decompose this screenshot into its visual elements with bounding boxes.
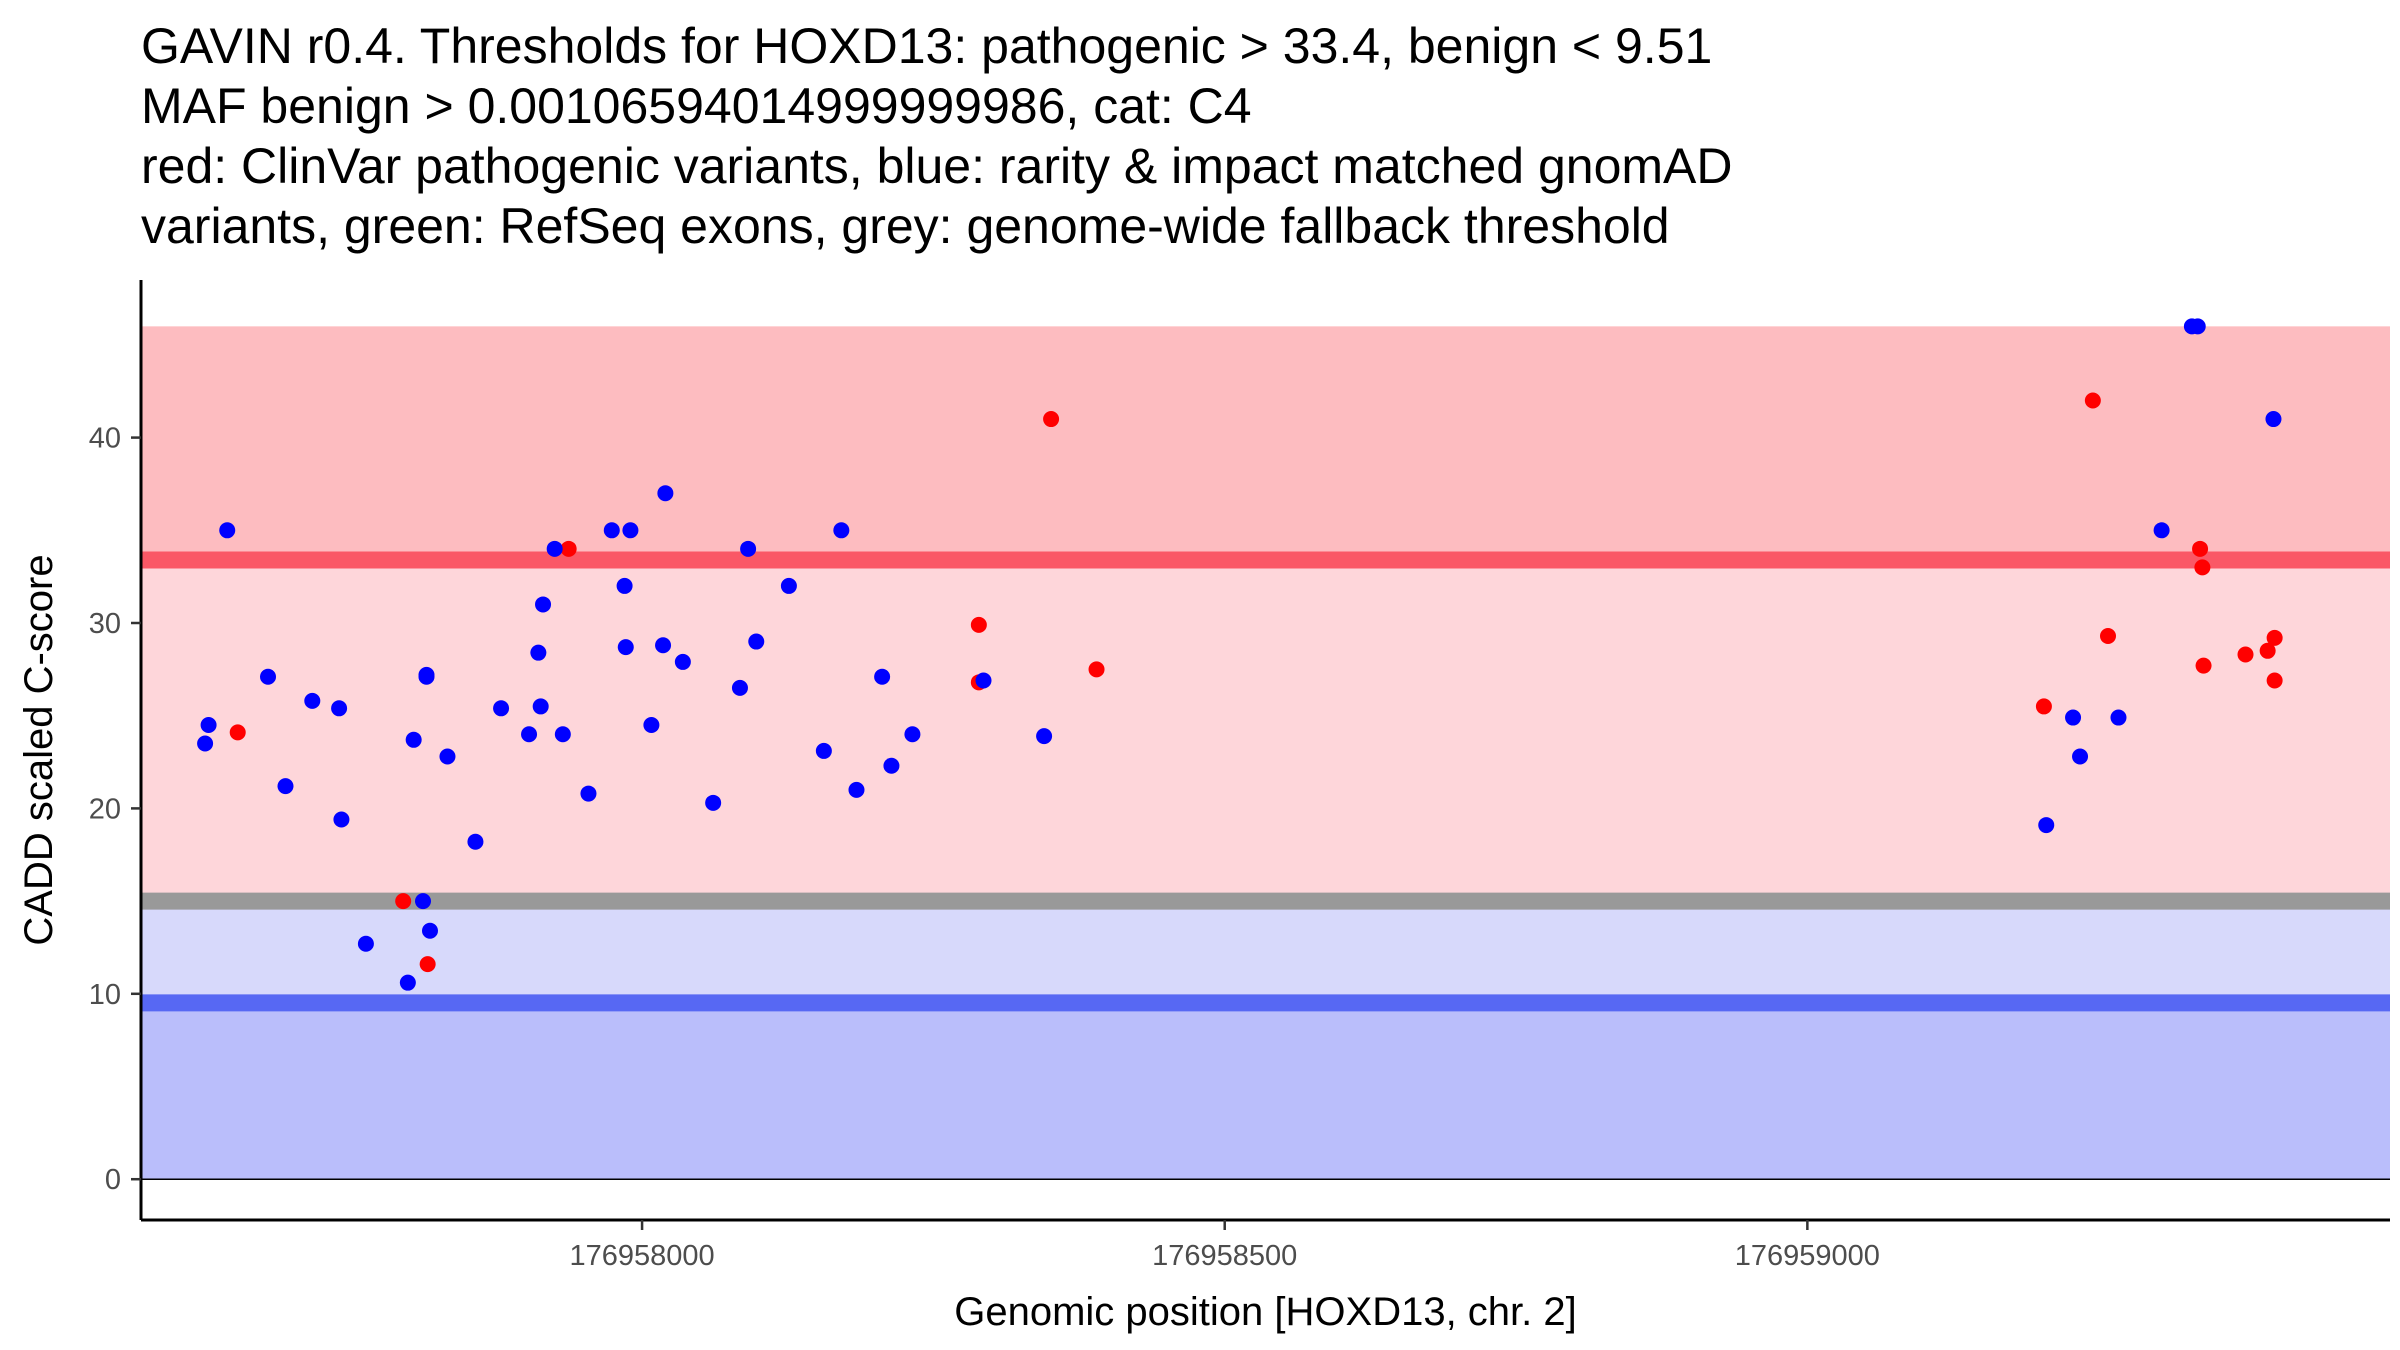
gnomad-point — [622, 522, 639, 539]
gnomad-point — [493, 700, 510, 717]
gnomad-point — [219, 522, 236, 539]
gnomad-point — [674, 653, 691, 670]
y-tick-label: 30 — [89, 608, 121, 640]
gnomad-point — [2265, 411, 2282, 428]
gnomad-point — [530, 644, 547, 661]
gnomad-point — [643, 716, 660, 733]
pathogenic-zone — [141, 326, 2390, 560]
gnomad-point — [731, 679, 748, 696]
gnomad-point — [580, 785, 597, 802]
gnomad-point — [1036, 728, 1053, 745]
gnomad-point — [554, 726, 571, 743]
threshold-lines — [141, 551, 2390, 1012]
y-tick-label: 10 — [89, 979, 121, 1011]
gnomad-point — [333, 811, 350, 828]
gnomad-point — [197, 735, 214, 752]
clinvar-point — [395, 893, 412, 910]
gnomad-point — [2110, 709, 2127, 726]
gnomad-point — [748, 633, 765, 650]
gnomad-point — [2065, 709, 2082, 726]
gnomad-point — [617, 639, 634, 656]
x-axis-ticks: 176958000 176958500 176959000 — [569, 1220, 1880, 1272]
clinvar-point — [560, 540, 577, 557]
gnomad-point — [277, 778, 294, 795]
gnomad-point — [883, 757, 900, 774]
x-tick-label: 176958000 — [569, 1240, 714, 1272]
gnomad-point — [532, 698, 549, 715]
gnomad-point — [467, 833, 484, 850]
gnomad-point — [357, 935, 374, 952]
gnomad-point — [260, 668, 277, 685]
x-tick-label: 176958500 — [1152, 1240, 1297, 1272]
clinvar-point — [2195, 657, 2212, 674]
gnomad-point — [546, 540, 563, 557]
gnomad-point — [521, 726, 538, 743]
gnomad-point — [603, 522, 620, 539]
gnomad-point — [874, 668, 891, 685]
chart-title: GAVIN r0.4. Thresholds for HOXD13: patho… — [141, 16, 1732, 256]
gnomad-point — [975, 672, 992, 689]
clinvar-point — [2266, 629, 2283, 646]
threshold-bands — [141, 326, 2390, 1180]
clinvar-point — [2084, 392, 2101, 409]
gnomad-point — [418, 666, 435, 683]
gnomad-point — [655, 637, 672, 654]
gnomad-point — [740, 540, 757, 557]
gnomad-point — [904, 726, 921, 743]
data-points — [197, 318, 2283, 991]
clinvar-point — [2100, 627, 2117, 644]
gnomad-point — [657, 485, 674, 502]
clinvar-point — [419, 956, 436, 973]
title-line-4: variants, green: RefSeq exons, grey: gen… — [141, 198, 1670, 254]
benign-zone — [141, 1002, 2390, 1180]
gnomad-point — [2072, 748, 2089, 765]
clinvar-point — [2035, 698, 2052, 715]
gnomad-point — [304, 692, 321, 709]
gnomad-point — [421, 922, 438, 939]
clinvar-point — [2192, 540, 2209, 557]
gnomad-point — [2189, 318, 2206, 335]
intermediate-pathogenic-zone — [141, 559, 2390, 902]
gnomad-point — [2038, 817, 2055, 834]
title-line-1: GAVIN r0.4. Thresholds for HOXD13: patho… — [141, 18, 1713, 74]
gnomad-point — [200, 716, 217, 733]
gnomad-point — [535, 596, 552, 613]
clinvar-point — [2194, 559, 2211, 576]
gnomad-point — [815, 742, 832, 759]
y-tick-label: 40 — [89, 423, 121, 455]
gnomad-point — [439, 748, 456, 765]
clinvar-point — [1088, 661, 1105, 678]
clinvar-point — [2237, 646, 2254, 663]
y-axis-title: CADD scaled C-score — [17, 554, 61, 945]
gnomad-point — [331, 700, 348, 717]
title-line-2: MAF benign > 0.00106594014999999986, cat… — [141, 78, 1252, 134]
y-tick-label: 20 — [89, 793, 121, 825]
gnomad-point — [399, 974, 416, 991]
y-axis-ticks: 0 10 20 30 40 — [89, 423, 141, 1196]
gnomad-point — [848, 781, 865, 798]
gnomad-point — [414, 893, 431, 910]
gnomad-point — [833, 522, 850, 539]
y-tick-label: 0 — [105, 1164, 121, 1196]
clinvar-point — [2259, 642, 2276, 659]
title-line-3: red: ClinVar pathogenic variants, blue: … — [141, 138, 1733, 194]
gnomad-point — [616, 577, 633, 594]
x-tick-label: 176959000 — [1735, 1240, 1880, 1272]
gnomad-point — [705, 794, 722, 811]
gnomad-point — [405, 731, 422, 748]
clinvar-point — [229, 724, 246, 741]
x-axis-title: Genomic position [HOXD13, chr. 2] — [954, 1290, 1577, 1334]
clinvar-point — [970, 616, 987, 633]
clinvar-point — [2266, 672, 2283, 689]
intermediate-benign-zone — [141, 901, 2390, 1003]
clinvar-point — [1043, 411, 1060, 428]
gnomad-point — [2153, 522, 2170, 539]
gnomad-point — [780, 577, 797, 594]
